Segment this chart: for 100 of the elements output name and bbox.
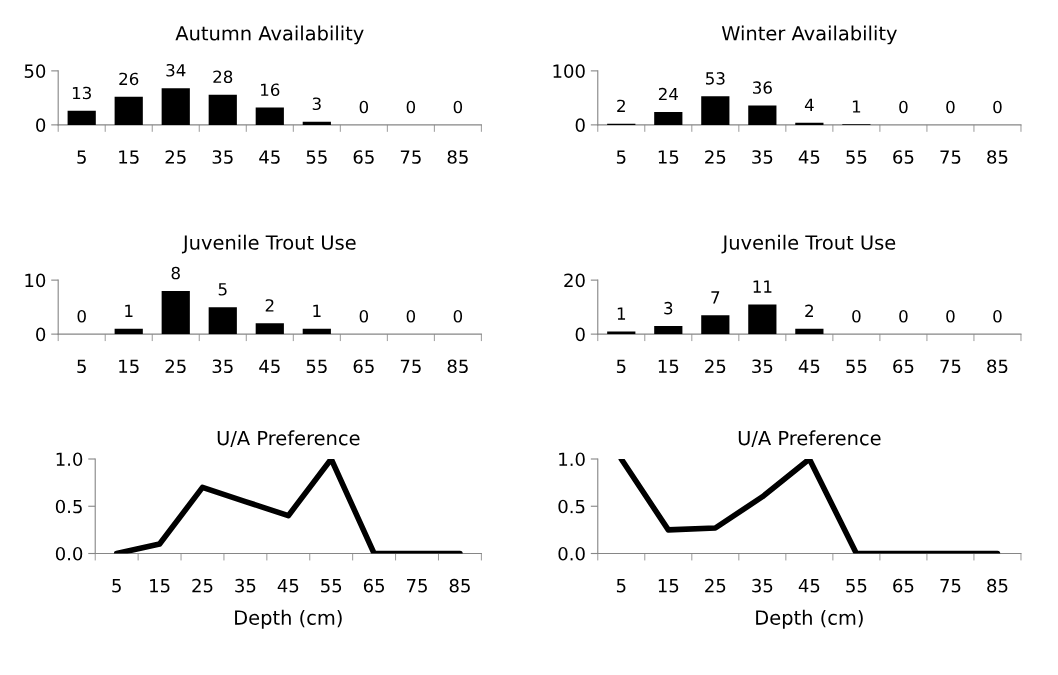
- x-tick-label: 65: [353, 359, 374, 374]
- x-tick-label: 85: [449, 578, 470, 593]
- bar: [654, 111, 683, 125]
- x-tick-label: 25: [165, 150, 186, 164]
- x-tick-label: 85: [987, 150, 1008, 164]
- data-label: 24: [658, 87, 678, 101]
- x-tick-label: 15: [119, 150, 139, 164]
- data-label: 0: [453, 100, 463, 114]
- data-label: 4: [804, 98, 814, 111]
- x-tick-label: 85: [987, 359, 1008, 374]
- data-label: 0: [852, 309, 861, 323]
- x-tick-label: 5: [77, 359, 86, 374]
- data-label: 36: [753, 81, 772, 94]
- bar: [795, 122, 824, 125]
- y-tick-label: 0.0: [55, 546, 83, 561]
- data-label: 16: [261, 83, 280, 97]
- y-tick-label: 0: [575, 118, 585, 132]
- x-axis-title: Depth (cm): [235, 609, 342, 629]
- bar: [607, 331, 636, 335]
- data-label: 0: [899, 100, 908, 114]
- bar: [701, 96, 730, 125]
- x-tick-label: 45: [798, 150, 820, 164]
- y-tick-label: 50: [24, 64, 46, 78]
- bar: [795, 328, 824, 335]
- x-axis-title: Depth (cm): [756, 609, 863, 629]
- x-tick-label: 75: [940, 150, 961, 164]
- bar: [114, 96, 143, 125]
- data-label: 26: [119, 72, 139, 86]
- data-label: 28: [213, 70, 233, 84]
- x-tick-label: 75: [940, 579, 961, 593]
- bar: [67, 110, 96, 125]
- bar: [302, 328, 331, 335]
- data-label: 0: [359, 100, 369, 114]
- chart-title: Winter Availability: [721, 25, 897, 45]
- x-tick-label: 85: [447, 150, 468, 164]
- data-label: 0: [899, 309, 908, 323]
- x-tick-label: 75: [940, 359, 961, 374]
- data-label: 0: [946, 100, 955, 114]
- data-label: 5: [218, 283, 227, 296]
- x-tick-label: 5: [112, 579, 121, 593]
- x-tick-label: 75: [400, 359, 421, 374]
- x-tick-label: 35: [212, 150, 233, 164]
- x-tick-label: 65: [893, 150, 914, 164]
- y-tick-label: 1.0: [559, 452, 585, 467]
- x-tick-label: 15: [658, 359, 679, 374]
- data-label: 0: [993, 100, 1002, 114]
- x-tick-label: 55: [321, 579, 342, 593]
- x-tick-label: 75: [400, 150, 421, 164]
- bar: [208, 307, 237, 335]
- bar: [302, 121, 331, 125]
- y-tick-label: 10: [25, 273, 46, 288]
- data-label: 0: [453, 309, 463, 323]
- x-tick-label: 15: [119, 359, 139, 374]
- x-tick-label: 15: [658, 150, 679, 164]
- x-tick-label: 45: [798, 359, 820, 374]
- x-tick-label: 35: [752, 359, 773, 374]
- x-tick-label: 55: [306, 359, 327, 374]
- x-tick-label: 55: [846, 150, 867, 164]
- x-tick-label: 15: [150, 579, 170, 593]
- chart-title: Juvenile Trout Use: [721, 234, 896, 254]
- x-tick-label: 25: [165, 359, 186, 374]
- x-tick-label: 55: [846, 359, 867, 374]
- y-tick-label: 0.0: [558, 546, 585, 561]
- y-tick-label: 100: [553, 64, 585, 78]
- y-tick-label: 1.0: [56, 452, 83, 467]
- x-tick-label: 35: [235, 578, 256, 593]
- y-tick-label: 20: [564, 273, 585, 288]
- data-label: 2: [265, 299, 274, 312]
- y-tick-label: 0: [575, 327, 585, 342]
- chart-title: U/A Preference: [738, 430, 881, 447]
- x-tick-label: 25: [705, 578, 726, 593]
- data-label: 2: [805, 304, 813, 317]
- data-label: 1: [617, 307, 626, 320]
- chart-title: U/A Preference: [217, 430, 360, 447]
- data-label: 53: [706, 72, 725, 85]
- data-label: 1: [125, 304, 133, 317]
- x-tick-label: 85: [447, 359, 468, 374]
- data-label: 1: [313, 304, 321, 317]
- bar: [208, 94, 237, 125]
- bar: [114, 328, 143, 335]
- chart-title: Autumn Availability: [175, 25, 364, 45]
- x-tick-label: 5: [77, 150, 86, 164]
- x-tick-label: 45: [259, 150, 280, 164]
- bar: [161, 88, 190, 125]
- chart-title: Juvenile Trout Use: [181, 234, 356, 254]
- x-tick-label: 65: [893, 359, 914, 374]
- x-tick-label: 35: [212, 359, 233, 374]
- x-tick-label: 35: [752, 578, 773, 593]
- data-label: 0: [406, 100, 416, 114]
- x-tick-label: 25: [705, 359, 726, 374]
- x-tick-label: 65: [353, 150, 374, 164]
- x-tick-label: 55: [306, 150, 327, 164]
- data-label: 3: [664, 301, 673, 315]
- bar: [255, 107, 284, 125]
- x-tick-label: 25: [705, 150, 726, 164]
- x-tick-label: 65: [893, 578, 914, 593]
- bar: [255, 323, 284, 335]
- data-label: 13: [72, 86, 91, 100]
- bar: [748, 304, 777, 335]
- data-label: 0: [406, 309, 416, 323]
